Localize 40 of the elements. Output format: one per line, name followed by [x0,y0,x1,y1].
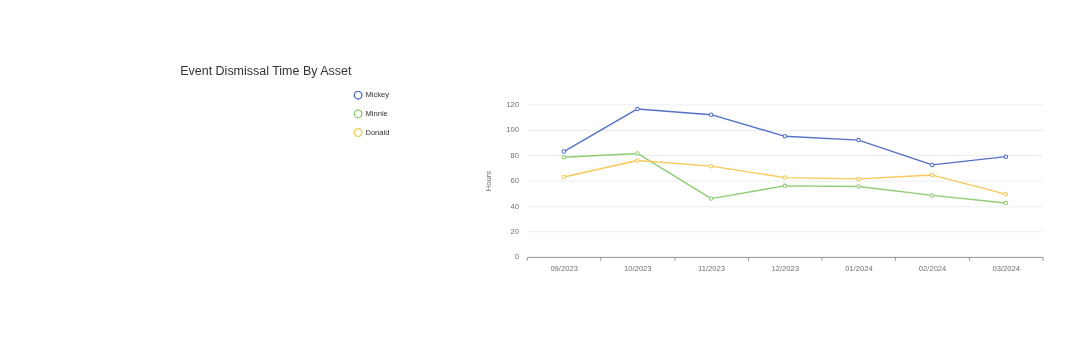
point [708,163,714,169]
point [782,134,788,139]
point [561,155,567,160]
x-tick-label: 11/2023 [698,264,725,274]
y-tick-label: 40 [510,201,519,211]
y-tick-label: 0 [514,252,519,262]
point [561,174,567,180]
x-tick-label: 09/2023 [550,264,578,274]
point [929,193,935,198]
x-tick-label: 12/2023 [771,264,799,274]
legend-label: Mickey [365,90,390,100]
y-tick-label: 80 [510,150,519,160]
x-tick-label: 03/2024 [992,264,1021,274]
point [708,196,714,201]
point [1003,191,1009,197]
point [782,183,788,189]
point [561,149,567,154]
legend-label: Minnie [365,108,388,118]
point [929,172,935,178]
legend-label: Donald [365,127,390,137]
point [856,137,861,143]
point [856,184,861,189]
x-tick-label: 01/2024 [845,264,874,274]
y-axis-title: Hours [483,170,493,192]
point [1003,154,1009,159]
point [635,151,640,156]
point [782,175,788,180]
point [635,158,640,163]
y-tick-label: 20 [510,227,519,237]
point [708,112,714,117]
x-tick-label: 10/2023 [624,264,652,274]
y-tick-label: 60 [510,176,519,186]
point [929,162,935,168]
point [856,176,861,182]
point [1003,200,1009,206]
y-tick-label: 100 [506,125,519,135]
point [635,106,640,112]
x-tick-label: 02/2024 [918,264,948,274]
text: Event Dismissal Time By Asset [180,64,352,79]
y-tick-label: 120 [506,99,519,109]
